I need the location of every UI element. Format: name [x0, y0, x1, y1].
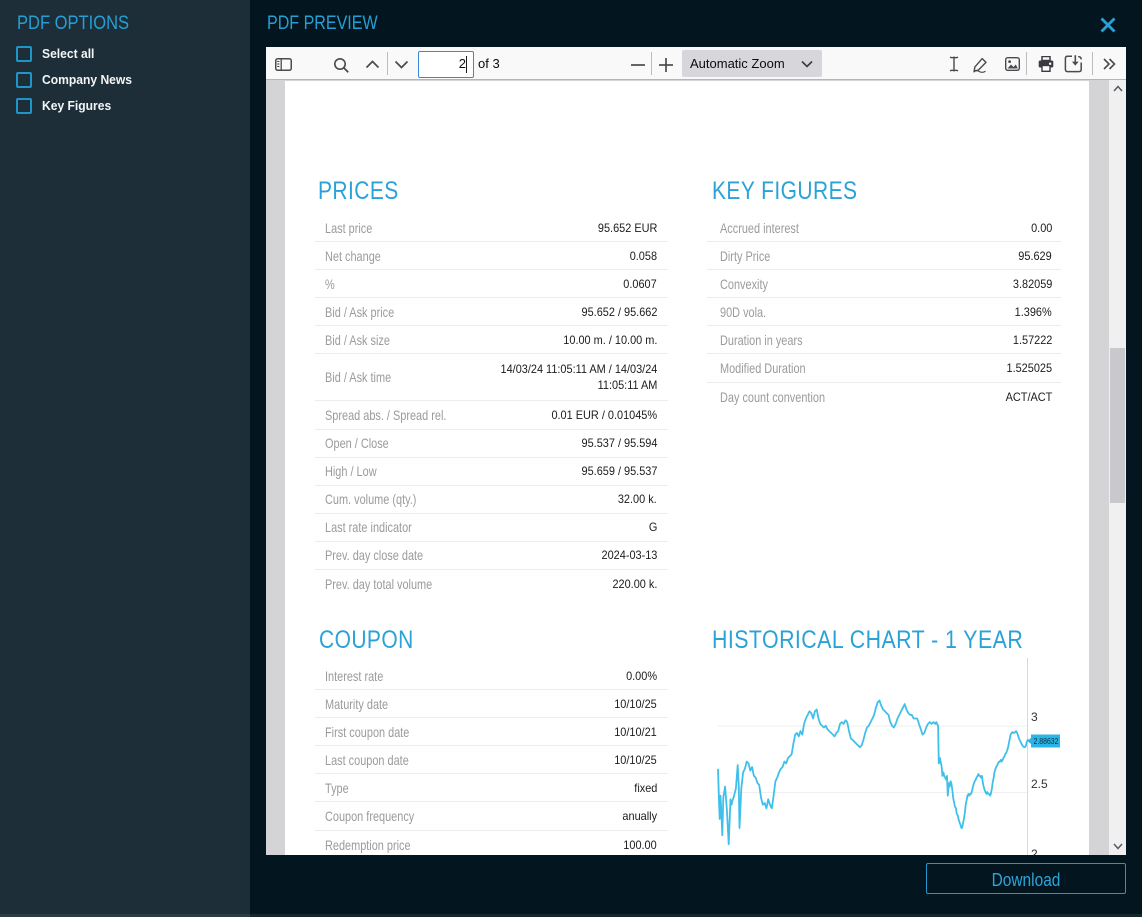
svg-text:2.5: 2.5 — [1031, 777, 1048, 791]
svg-text:2.88632: 2.88632 — [1034, 737, 1059, 746]
svg-text:3: 3 — [1031, 710, 1038, 724]
svg-text:2: 2 — [1031, 847, 1038, 855]
